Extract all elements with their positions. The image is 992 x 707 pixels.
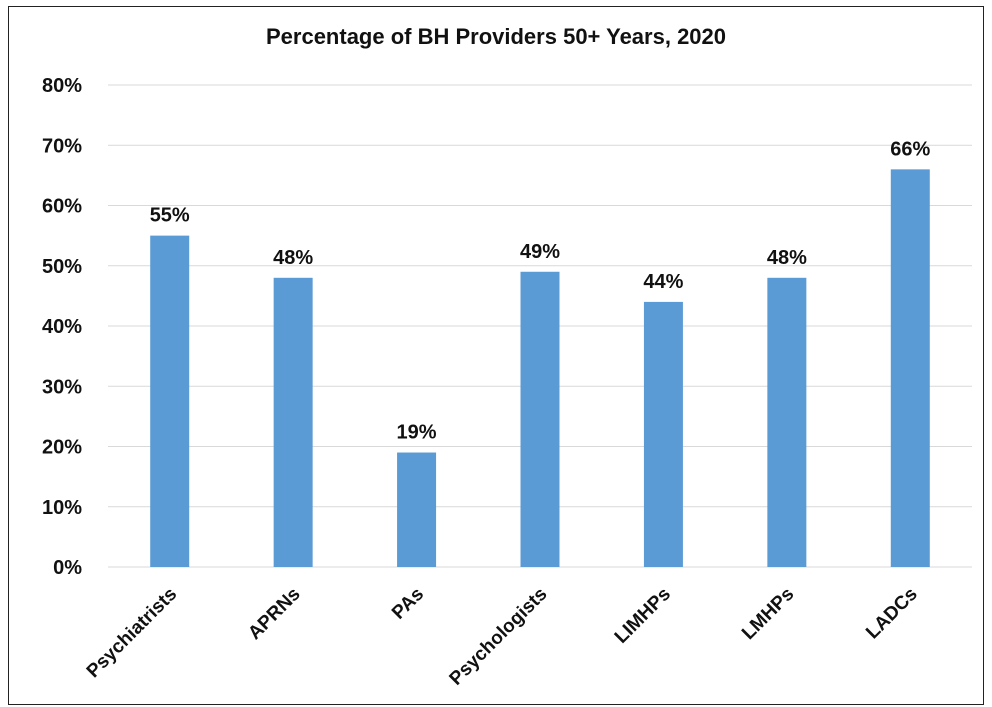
bar: [397, 452, 437, 567]
bar: [767, 277, 807, 567]
category-label: APRNs: [244, 584, 304, 644]
y-tick-label: 40%: [42, 316, 82, 338]
bar: [520, 271, 560, 567]
data-label: 19%: [397, 422, 437, 444]
data-label: 55%: [150, 205, 190, 227]
data-label: 66%: [890, 138, 930, 160]
data-label: 48%: [273, 247, 313, 269]
category-label: LIMHPs: [611, 584, 675, 648]
gridlines: [108, 84, 972, 568]
bars: [150, 169, 930, 567]
y-tick-label: 70%: [42, 135, 82, 157]
y-tick-label: 80%: [42, 75, 82, 97]
y-tick-label: 50%: [42, 256, 82, 278]
data-label: 49%: [520, 241, 560, 263]
data-label: 48%: [767, 247, 807, 269]
category-label: Psychiatrists: [83, 584, 181, 682]
y-tick-label: 10%: [42, 497, 82, 519]
category-label: Psychologists: [446, 584, 552, 690]
bar: [273, 277, 313, 567]
bar: [890, 169, 930, 567]
chart-title: Percentage of BH Providers 50+ Years, 20…: [265, 24, 727, 49]
data-label: 44%: [643, 271, 683, 293]
y-tick-label: 0%: [53, 557, 82, 579]
x-axis-categories: Psychiatrists APRNs PAs Psychologists LIMHPs…: [83, 584, 922, 690]
y-tick-label: 30%: [42, 376, 82, 398]
category-label: PAs: [388, 584, 428, 624]
category-label: LMHPs: [738, 584, 798, 644]
bar: [643, 301, 683, 567]
category-label: LADCs: [862, 584, 922, 644]
bar: [150, 235, 190, 567]
y-tick-label: 20%: [42, 437, 82, 459]
data-labels: 55% 48% 19% 49% 44% 48% 66%: [150, 138, 931, 443]
y-tick-label: 60%: [42, 196, 82, 218]
y-axis-ticks: 0% 10% 20% 30% 40% 50% 60% 70% 80%: [42, 75, 82, 579]
